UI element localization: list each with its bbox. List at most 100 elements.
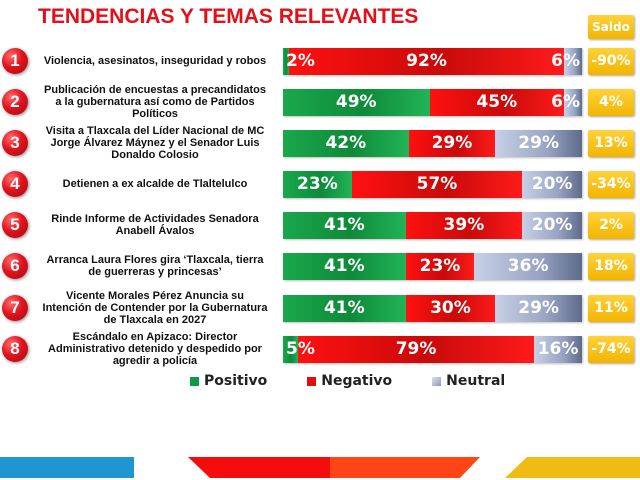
topic-label-line: Jorge Álvarez Máynez y el Senador Luis: [50, 137, 260, 149]
deco-blue-bar: [0, 457, 134, 478]
bar-segment-negative: 23%: [405, 253, 475, 280]
rank-badge: 7: [2, 295, 28, 321]
chart-row: 1 Violencia, asesinatos, inseguridad y ro…: [0, 41, 640, 81]
topic-label: Rinde Informe de Actividades Senadora Ana…: [30, 213, 280, 237]
stacked-bar: 49% 45% 6%: [283, 89, 582, 116]
bar-segment-positive: 5%: [283, 336, 315, 363]
topic-label-line: Arranca Laura Flores gira ‘Tlaxcala, tie…: [46, 254, 264, 266]
data-label-positive: 49%: [335, 92, 377, 112]
chart-row: 8 Escándalo en Apizaco: Director Administr…: [0, 329, 640, 369]
legend-item-neutral: Neutral: [432, 373, 505, 389]
legend-item-negativo: Negativo: [307, 373, 392, 389]
data-label-positive: 41%: [323, 256, 365, 276]
legend-swatch-positivo: [190, 376, 199, 386]
bar-segment-neutral: 36%: [474, 253, 582, 280]
data-label-neutral: 6%: [551, 51, 580, 71]
bar-segment-positive: 41%: [283, 295, 406, 322]
legend-swatch-neutral: [432, 376, 442, 386]
topic-label-line: Anabell Ávalos: [115, 225, 195, 237]
legend-label-neutral: Neutral: [446, 373, 506, 389]
bar-segment-negative: 92%: [288, 48, 565, 75]
deco-red-shape: [188, 457, 330, 478]
data-label-positive: 42%: [325, 133, 367, 153]
bar-segment-positive: 49%: [283, 89, 430, 116]
saldo-header: Saldo: [588, 15, 634, 39]
deco-orange-shape: [330, 457, 480, 478]
bar-segment-negative: 39%: [405, 212, 523, 239]
legend-label-negativo: Negativo: [321, 373, 393, 389]
saldo-value: 18%: [588, 253, 634, 280]
stacked-bar: 5% 79% 16%: [283, 336, 582, 363]
topic-label: Vicente Morales Pérez Anuncia su Intenció…: [30, 290, 280, 326]
bar-segment-neutral: 20%: [522, 212, 582, 239]
topic-label-line: Rinde Informe de Actividades Senadora: [51, 213, 259, 225]
footer-decoration: [0, 457, 640, 478]
bar-segment-negative: 29%: [408, 130, 496, 157]
chart-row: 2 Publicación de encuestas a precandidato…: [0, 82, 640, 122]
page-title: TENDENCIAS Y TEMAS RELEVANTES: [38, 5, 419, 28]
data-label-negative: 29%: [431, 133, 473, 153]
legend-swatch-negativo: [307, 376, 317, 386]
data-label-neutral: 20%: [531, 174, 573, 194]
bar-segment-neutral: 20%: [522, 171, 582, 198]
bar-segment-negative: 57%: [351, 171, 523, 198]
topic-label: Publicación de encuestas a precandidatos…: [30, 84, 280, 120]
data-label-neutral: 29%: [518, 298, 559, 318]
topic-label: Arranca Laura Flores gira ‘Tlaxcala, tie…: [30, 254, 280, 278]
bar-segment-positive: 42%: [283, 130, 409, 157]
topic-label: Escándalo en Apizaco: Director Administra…: [30, 331, 280, 367]
rank-badge: 4: [2, 171, 28, 197]
topic-label: Violencia, asesinatos, inseguridad y rob…: [30, 55, 280, 67]
rank-badge: 8: [2, 336, 28, 362]
saldo-value: -74%: [588, 336, 634, 363]
data-label-neutral: 20%: [531, 215, 573, 235]
topic-label: Detienen a ex alcalde de Tlaltelulco: [30, 178, 280, 190]
topic-label-line: Visita a Tlaxcala del Líder Nacional de …: [45, 125, 265, 137]
chart-row: 3 Visita a Tlaxcala del Líder Nacional de…: [0, 123, 640, 163]
chart-row: 4 Detienen a ex alcalde de Tlaltelulco 23%…: [0, 164, 640, 204]
topic-label-line: Políticos: [132, 108, 178, 120]
stacked-bar: 41% 23% 36%: [283, 253, 582, 280]
data-label-negative: 92%: [406, 51, 447, 71]
saldo-value: 2%: [588, 212, 634, 239]
topic-label-line: Publicación de encuestas a precandidatos: [44, 84, 266, 96]
saldo-value: -90%: [588, 48, 634, 75]
bar-segment-neutral: 29%: [495, 130, 582, 157]
topic-label-line: de guerreras y princesas’: [88, 266, 222, 278]
data-label-positive: 2%: [286, 51, 315, 71]
data-label-negative: 23%: [419, 256, 461, 276]
data-label-positive: 41%: [323, 215, 365, 235]
bar-segment-neutral: 29%: [495, 295, 582, 322]
topic-label: Visita a Tlaxcala del Líder Nacional de …: [30, 125, 280, 161]
bar-segment-positive: 41%: [283, 253, 406, 280]
stacked-bar: 41% 39% 20%: [283, 212, 582, 239]
data-label-negative: 45%: [476, 92, 518, 112]
data-label-neutral: 29%: [518, 133, 559, 153]
legend: Positivo Negativo Neutral: [190, 373, 505, 389]
data-label-neutral: 6%: [551, 92, 580, 112]
bar-segment-neutral: 16%: [534, 336, 582, 363]
topic-label-line: a la gubernatura así como de Partidos: [55, 96, 255, 108]
data-label-negative: 30%: [430, 298, 471, 318]
chart-row: 6 Arranca Laura Flores gira ‘Tlaxcala, ti…: [0, 246, 640, 286]
rank-badge: 6: [2, 253, 28, 279]
topic-label-line: de Tlaxcala en 2027: [103, 314, 207, 326]
bar-segment-neutral: 6%: [551, 48, 582, 75]
data-label-negative: 79%: [395, 339, 437, 359]
rank-badge: 2: [2, 89, 28, 115]
bar-segment-negative: 45%: [429, 89, 565, 116]
saldo-value: 11%: [588, 295, 634, 322]
topic-label-line: Violencia, asesinatos, inseguridad y rob…: [43, 55, 267, 67]
data-label-neutral: 16%: [537, 339, 579, 359]
legend-item-positivo: Positivo: [190, 373, 267, 389]
data-label-positive: 5%: [286, 339, 315, 359]
topic-label-line: Donaldo Colosio: [111, 149, 199, 161]
stacked-bar: 42% 29% 29%: [283, 130, 582, 157]
saldo-value: 13%: [588, 130, 634, 157]
stacked-bar: 41% 30% 29%: [283, 295, 582, 322]
stacked-bar: 23% 57% 20%: [283, 171, 582, 198]
topic-label-line: Administrativo detenido y despedido por: [48, 343, 262, 355]
rank-badge: 1: [2, 48, 28, 74]
bar-segment-negative: 79%: [297, 336, 535, 363]
data-label-negative: 39%: [443, 215, 485, 235]
